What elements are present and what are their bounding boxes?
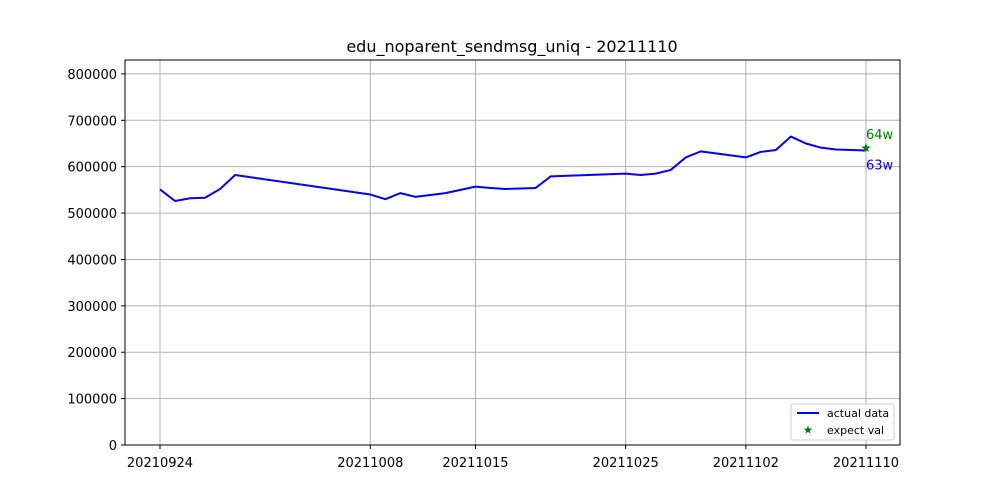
grid-lines xyxy=(125,60,900,446)
legend-actual-data-label: actual data xyxy=(827,407,889,420)
legend-expect-val-swatch xyxy=(803,425,813,434)
x-tick-label: 20211025 xyxy=(593,456,659,471)
x-tick-label: 20210924 xyxy=(127,456,193,471)
y-tick-label: 100000 xyxy=(67,393,117,408)
series-line-actual-data xyxy=(159,135,867,203)
x-tick-label: 20211008 xyxy=(337,456,403,471)
y-tick-label: 0 xyxy=(109,439,117,454)
y-tick-label: 200000 xyxy=(67,346,117,361)
y-tick-label: 700000 xyxy=(67,114,117,129)
series-layer xyxy=(159,135,867,203)
axes xyxy=(121,59,901,449)
y-tick-label: 400000 xyxy=(67,253,117,268)
y-tick-label: 500000 xyxy=(67,207,117,222)
tick-labels: 20210924 20211008 20211015 20211025 20211102… xyxy=(67,68,899,471)
plot-frame xyxy=(124,59,901,446)
expect-val-marker xyxy=(861,143,871,153)
x-tick-label: 20211102 xyxy=(713,456,779,471)
x-tick-label: 20211110 xyxy=(833,456,899,471)
x-tick-label: 20211015 xyxy=(442,456,508,471)
y-tick-label: 800000 xyxy=(67,68,117,83)
y-tick-label: 600000 xyxy=(67,161,117,176)
y-tick-label: 300000 xyxy=(67,300,117,315)
marker-layer xyxy=(861,143,871,153)
legend: actual data expect val xyxy=(790,403,895,441)
annotations: 64w 63w xyxy=(866,128,894,173)
legend-expect-val-label: expect val xyxy=(827,424,884,437)
data-label-64w: 64w xyxy=(866,128,894,143)
chart-title: edu_noparent_sendmsg_uniq - 20211110 xyxy=(346,37,677,57)
data-label-63w: 63w xyxy=(866,158,894,173)
